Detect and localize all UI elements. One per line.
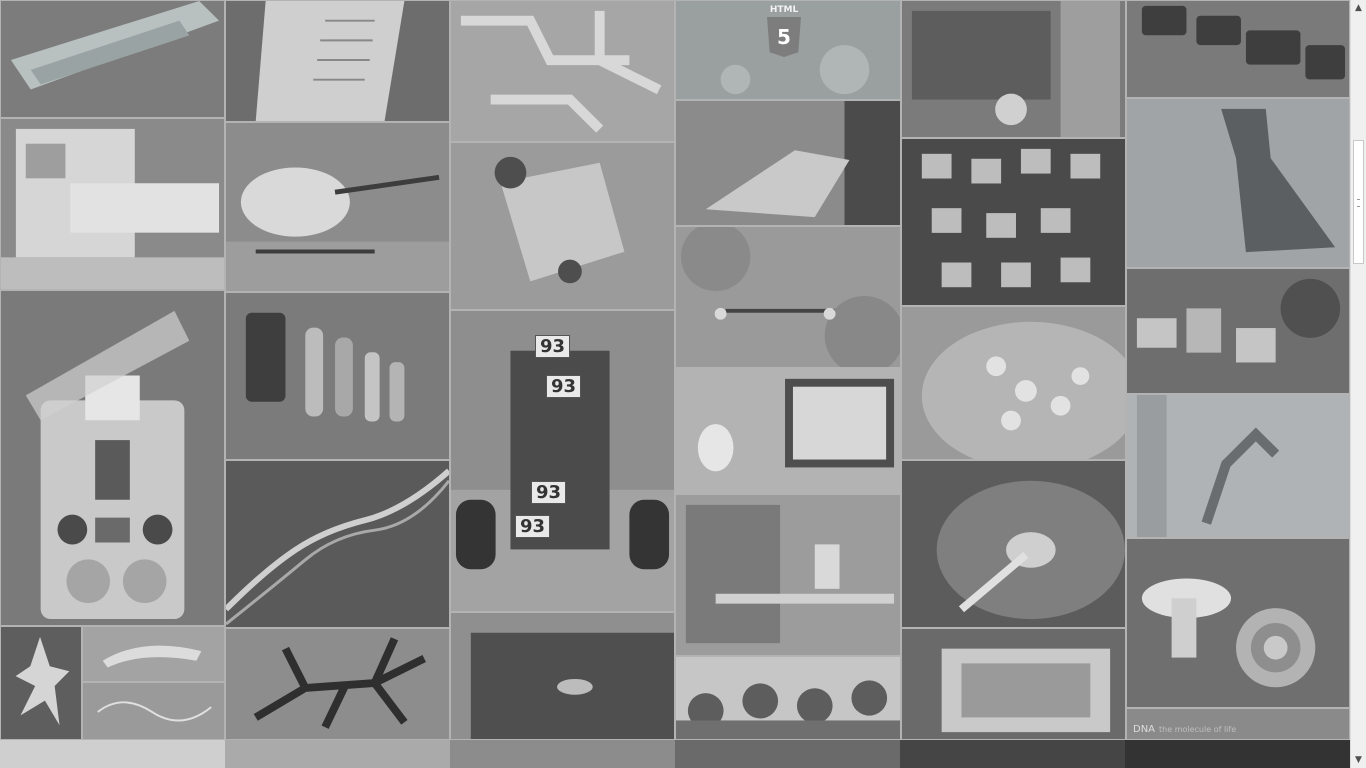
car-number-side: 93 — [531, 481, 567, 504]
tile-laptop-screen[interactable] — [675, 368, 901, 494]
color-segment-4 — [675, 740, 900, 768]
car-number-top: 93 — [535, 335, 571, 358]
color-segment-5 — [900, 740, 1125, 768]
html5-shield-icon: 5 — [767, 17, 801, 57]
tile-circuit-board[interactable] — [450, 0, 675, 142]
tile-laptop[interactable] — [675, 100, 901, 226]
tile-tools-image — [83, 627, 224, 681]
tile-tools[interactable] — [82, 626, 225, 682]
tile-robot-arm-image — [1127, 395, 1349, 537]
color-segment-6 — [1125, 740, 1350, 768]
tile-flask[interactable] — [1126, 98, 1350, 268]
tile-hard-drive-image — [902, 461, 1125, 627]
tile-drone-image — [676, 227, 900, 367]
tile-electronic-components-image — [226, 293, 449, 459]
dna-caption: DNA the molecule of life — [1133, 724, 1236, 735]
tile-racing-buggy[interactable]: 93 93 93 93 — [450, 310, 675, 612]
tile-code-document[interactable] — [225, 0, 450, 122]
color-segment-1 — [0, 740, 225, 768]
scroll-up-icon[interactable]: ▲ — [1355, 3, 1362, 13]
tile-laptop-image — [676, 101, 900, 225]
car-number-plate: 93 — [515, 515, 551, 538]
tile-dna-helix-image — [226, 461, 449, 627]
tile-hexapod-robot[interactable] — [225, 628, 450, 740]
tile-drone[interactable] — [675, 226, 901, 368]
tile-dna-poster-image — [1127, 539, 1349, 707]
tile-city-model[interactable] — [1126, 268, 1350, 394]
color-bar — [0, 740, 1350, 768]
tile-house-model-image — [1, 119, 224, 289]
tile-robot-board[interactable] — [450, 142, 675, 310]
tile-rc-helicopter[interactable] — [225, 122, 450, 292]
tile-keyboard-keys-image — [902, 139, 1125, 305]
tile-pool-device-image — [451, 613, 674, 739]
tile-workbench[interactable] — [675, 494, 901, 656]
tile-petri-dish-image — [902, 307, 1125, 459]
dna-caption-title: DNA — [1133, 724, 1156, 735]
vertical-scrollbar[interactable]: ▲ ▼ — [1350, 0, 1366, 768]
tile-dna-helix[interactable] — [225, 460, 450, 628]
tile-keyboard[interactable] — [1126, 0, 1350, 98]
tile-circuit-board-image — [451, 1, 674, 141]
scroll-down-icon[interactable]: ▼ — [1355, 755, 1362, 765]
tile-keyboard-image — [1127, 1, 1349, 97]
tile-hexapod-robot-image — [226, 629, 449, 739]
tile-hard-drive[interactable] — [901, 460, 1126, 628]
tile-radio-device[interactable] — [0, 290, 225, 626]
tile-html5[interactable]: HTML 5 — [675, 0, 901, 100]
tile-lego-structure[interactable] — [0, 0, 225, 118]
scrollbar-thumb[interactable] — [1353, 140, 1364, 264]
tile-laptop-screen-image — [676, 369, 900, 493]
html5-badge-label: HTML — [769, 5, 799, 15]
tile-robot-arm[interactable] — [1126, 394, 1350, 538]
tile-pool-device[interactable] — [450, 612, 675, 740]
color-segment-2 — [225, 740, 450, 768]
tile-students-group-image — [676, 657, 900, 739]
tile-circuit-closeup[interactable] — [901, 0, 1126, 138]
tile-dna-poster[interactable] — [1126, 538, 1350, 708]
html5-badge: HTML 5 — [764, 5, 804, 65]
tile-city-model-image — [1127, 269, 1349, 393]
tile-rc-helicopter-image — [226, 123, 449, 291]
tile-keyboard-keys[interactable] — [901, 138, 1126, 306]
photo-mosaic: 93 93 93 93 HTML 5 — [0, 0, 1350, 740]
grip-icon — [1357, 199, 1360, 207]
tile-breadboard-image — [902, 629, 1125, 739]
tile-robot-board-image — [451, 143, 674, 309]
tile-lego-structure-image — [1, 1, 224, 117]
color-segment-3 — [450, 740, 675, 768]
tile-dna-caption[interactable]: DNA the molecule of life — [1126, 708, 1350, 740]
car-number-front: 93 — [546, 375, 582, 398]
tile-house-model[interactable] — [0, 118, 225, 290]
tile-flask-image — [1127, 99, 1349, 267]
tile-coral-sculpture[interactable] — [0, 626, 82, 740]
tile-students-group[interactable] — [675, 656, 901, 740]
tile-breadboard[interactable] — [901, 628, 1126, 740]
dna-caption-subtitle: the molecule of life — [1159, 725, 1237, 734]
tile-workbench-image — [676, 495, 900, 655]
tile-sketch[interactable] — [82, 682, 225, 740]
html5-badge-number: 5 — [777, 25, 791, 49]
tile-dna-caption-image — [1127, 709, 1349, 739]
tile-sketch-image — [83, 683, 224, 739]
tile-electronic-components[interactable] — [225, 292, 450, 460]
tile-circuit-closeup-image — [902, 1, 1125, 137]
tile-petri-dish[interactable] — [901, 306, 1126, 460]
tile-radio-device-image — [1, 291, 224, 625]
tile-coral-sculpture-image — [1, 627, 81, 739]
tile-code-document-image — [226, 1, 449, 121]
